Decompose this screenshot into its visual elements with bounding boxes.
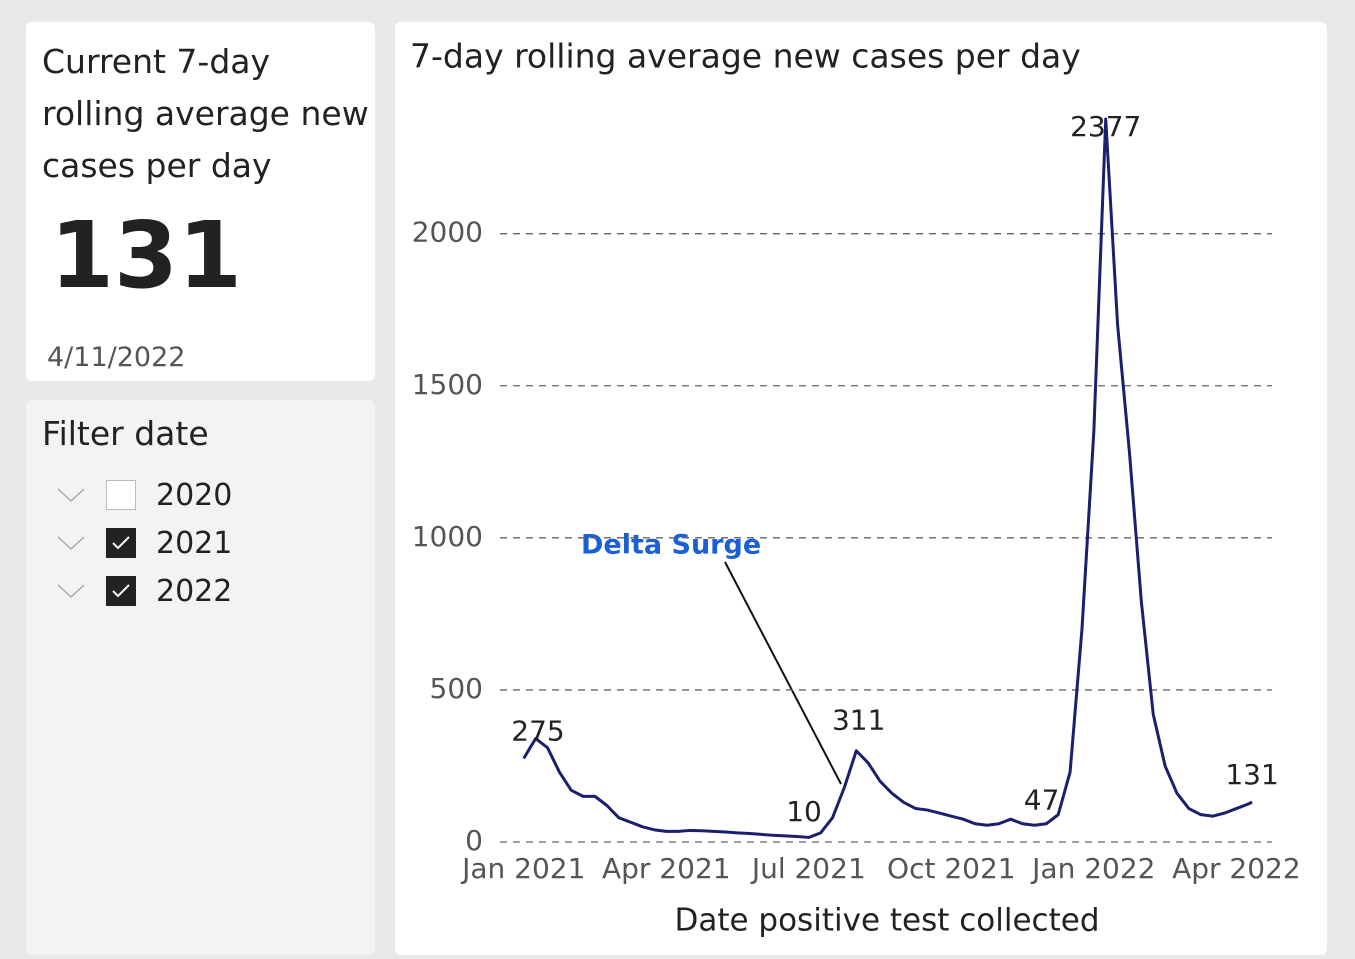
data-label: 311 [832,703,885,736]
card-date: 4/11/2022 [47,342,186,373]
filter-label: 2022 [156,573,233,609]
expand-chevron[interactable] [56,485,86,505]
x-tick-label: Apr 2022 [1172,852,1301,885]
kpi-card: Current 7-day rolling average new cases … [26,22,375,381]
data-label: 10 [786,795,822,828]
chart-panel: 7-day rolling average new cases per day … [395,22,1327,955]
y-tick-label: 0 [465,824,483,857]
card-title: Current 7-day rolling average new cases … [42,42,369,185]
y-tick-label: 1500 [412,368,483,401]
x-tick-label: Oct 2021 [887,852,1016,885]
y-tick-label: 500 [430,672,483,705]
filter-item[interactable]: 2020 [56,475,232,515]
filter-item[interactable]: 2022 [56,571,232,611]
filter-title: Filter date [42,414,209,453]
data-label: 275 [511,714,564,747]
x-tick-label: Jan 2022 [1030,852,1155,885]
line-series [522,117,1253,839]
data-label: 2377 [1070,110,1141,143]
y-tick-label: 2000 [412,216,483,249]
x-tick-label: Jan 2021 [460,852,585,885]
x-tick-label: Jul 2021 [750,852,866,885]
filter-label: 2020 [156,477,233,513]
checkbox[interactable] [106,528,136,558]
filter-label: 2021 [156,525,233,561]
data-label: 131 [1225,758,1278,791]
annotation: Delta Surge [581,530,761,561]
x-tick-label: Apr 2021 [602,852,731,885]
checkbox[interactable] [106,576,136,606]
data-label: 47 [1024,784,1060,817]
filter-panel: Filter date 2020 2021 2022 [26,400,375,955]
chart: 7-day rolling average new cases per day … [410,37,1301,939]
card-value: 131 [50,202,243,309]
chart-title: 7-day rolling average new cases per day [410,37,1081,76]
expand-chevron[interactable] [56,581,86,601]
checkbox[interactable] [106,480,136,510]
annotation-arrow [724,561,842,785]
filter-item[interactable]: 2021 [56,523,232,563]
x-axis-title: Date positive test collected [674,903,1099,939]
expand-chevron[interactable] [56,533,86,553]
y-tick-label: 1000 [412,520,483,553]
